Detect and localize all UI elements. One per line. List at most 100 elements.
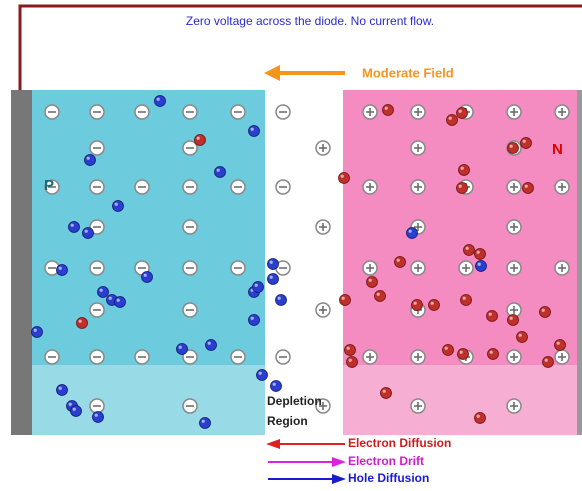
hole xyxy=(194,134,206,146)
electron xyxy=(92,411,104,423)
hole xyxy=(460,294,472,306)
hole xyxy=(539,306,551,318)
hole xyxy=(507,142,519,154)
electron xyxy=(154,95,166,107)
highlight xyxy=(459,350,463,354)
highlight xyxy=(413,301,417,305)
electron xyxy=(141,271,153,283)
highlight xyxy=(108,296,112,300)
electron xyxy=(275,294,287,306)
highlight xyxy=(462,296,466,300)
highlight xyxy=(143,273,147,277)
hole xyxy=(486,310,498,322)
hole xyxy=(344,344,356,356)
highlight xyxy=(201,419,205,423)
hole xyxy=(411,299,423,311)
highlight xyxy=(207,341,211,345)
electron xyxy=(205,339,217,351)
highlight xyxy=(269,275,273,279)
electron xyxy=(406,227,418,239)
highlight xyxy=(509,316,513,320)
electron xyxy=(199,417,211,429)
hole xyxy=(542,356,554,368)
highlight xyxy=(272,382,276,386)
highlight xyxy=(250,127,254,131)
electron xyxy=(56,264,68,276)
legend-label: Hole Diffusion xyxy=(348,471,429,485)
highlight xyxy=(458,184,462,188)
hole xyxy=(442,344,454,356)
electron xyxy=(84,154,96,166)
hole xyxy=(520,137,532,149)
highlight xyxy=(488,312,492,316)
highlight xyxy=(58,386,62,390)
arrow-head xyxy=(332,457,346,467)
hole xyxy=(446,114,458,126)
hole xyxy=(554,339,566,351)
highlight xyxy=(396,258,400,262)
highlight xyxy=(346,346,350,350)
electron xyxy=(248,125,260,137)
field-arrow-head xyxy=(264,65,280,81)
electron xyxy=(68,221,80,233)
electron xyxy=(70,405,82,417)
n-region xyxy=(343,90,577,435)
left-electrode xyxy=(11,90,32,435)
hole xyxy=(457,348,469,360)
electron xyxy=(112,200,124,212)
field-label: Moderate Field xyxy=(362,65,454,80)
highlight xyxy=(384,106,388,110)
hole xyxy=(456,107,468,119)
highlight xyxy=(368,278,372,282)
depletion-label: Depletion xyxy=(267,394,322,408)
hole xyxy=(76,317,88,329)
electron xyxy=(56,384,68,396)
status-text: Zero voltage across the diode. No curren… xyxy=(186,14,434,28)
highlight xyxy=(72,407,76,411)
hole xyxy=(474,412,486,424)
electron xyxy=(214,166,226,178)
highlight xyxy=(382,389,386,393)
highlight xyxy=(465,246,469,250)
highlight xyxy=(524,184,528,188)
lower-band xyxy=(32,365,577,435)
hole xyxy=(346,356,358,368)
highlight xyxy=(86,156,90,160)
highlight xyxy=(556,341,560,345)
right-electrode xyxy=(577,90,582,435)
depletion-label: Region xyxy=(267,414,308,428)
hole xyxy=(394,256,406,268)
highlight xyxy=(84,229,88,233)
highlight xyxy=(518,333,522,337)
highlight xyxy=(216,168,220,172)
highlight xyxy=(99,288,103,292)
highlight xyxy=(277,296,281,300)
highlight xyxy=(476,414,480,418)
hole xyxy=(374,290,386,302)
highlight xyxy=(541,308,545,312)
highlight xyxy=(509,144,513,148)
legend-label: Electron Drift xyxy=(348,454,424,468)
hole xyxy=(428,299,440,311)
highlight xyxy=(116,298,120,302)
electron xyxy=(475,260,487,272)
legend-label: Electron Diffusion xyxy=(348,436,451,450)
electron xyxy=(267,258,279,270)
electron xyxy=(252,281,264,293)
highlight xyxy=(477,262,481,266)
electron xyxy=(270,380,282,392)
circuit-wire xyxy=(18,4,582,90)
highlight xyxy=(196,136,200,140)
highlight xyxy=(458,109,462,113)
highlight xyxy=(444,346,448,350)
highlight xyxy=(156,97,160,101)
electron xyxy=(97,286,109,298)
hole xyxy=(487,348,499,360)
highlight xyxy=(430,301,434,305)
hole xyxy=(458,164,470,176)
electron xyxy=(114,296,126,308)
highlight xyxy=(269,260,273,264)
highlight xyxy=(258,371,262,375)
hole xyxy=(382,104,394,116)
highlight xyxy=(94,413,98,417)
